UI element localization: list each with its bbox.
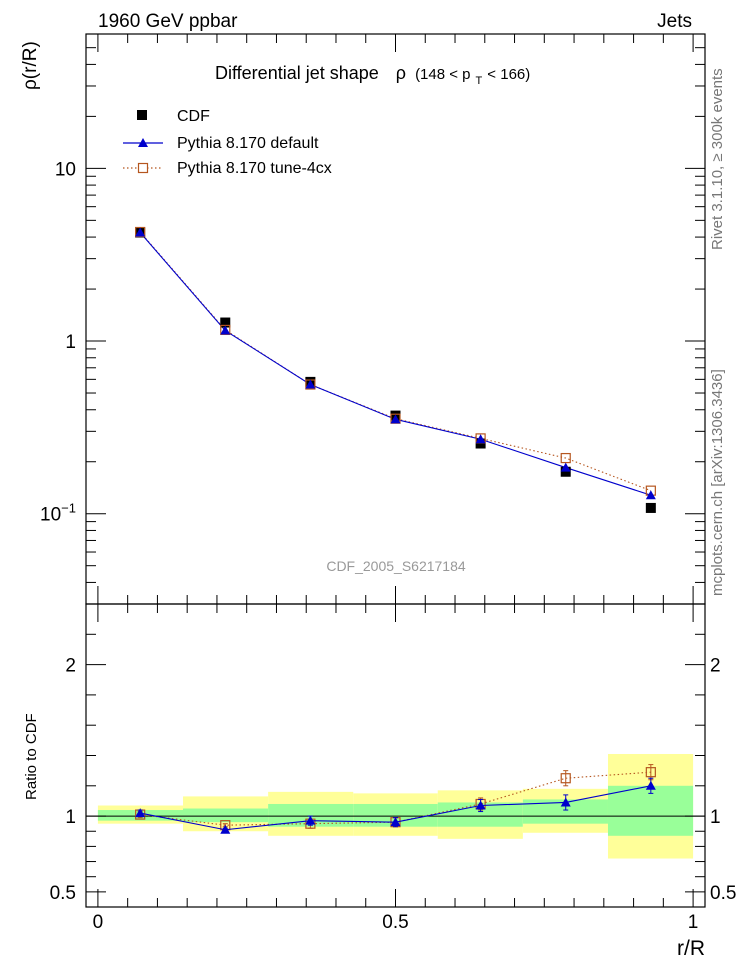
plot-title: Differential jet shape ρ (148 < p T < 16… [215, 63, 530, 88]
ratio-y-tick-label-left: 0.5 [50, 883, 76, 904]
ratio-panel: 0.5 0.5 1 1 2 2 0 0.5 1 Ratio to CDF r/R [23, 603, 736, 960]
header-energy-label: 1960 GeV ppbar [98, 11, 238, 32]
data-point-default [390, 414, 401, 424]
x-tick-label: 0 [93, 912, 104, 933]
main-y-axis-title: ρ(r/R) [20, 41, 41, 90]
data-point-default [305, 379, 316, 389]
data-point-cdf [220, 317, 231, 328]
data-point-default [645, 490, 656, 500]
x-tick-label: 1 [688, 912, 699, 933]
ratio-y-tick-label-right: 1 [710, 807, 721, 828]
ratio-point-default [135, 808, 146, 818]
data-point-default [560, 462, 571, 472]
data-point-default [220, 325, 231, 335]
rivet-version-label: Rivet 3.1.10, ≥ 300k events [709, 68, 726, 250]
ratio-y-tick-label-left: 2 [65, 656, 76, 677]
ratio-y-axis-title: Ratio to CDF [23, 713, 40, 800]
data-point-default [135, 227, 146, 237]
data-point-default [475, 434, 486, 444]
data-point-cdf [645, 502, 656, 513]
band-green [183, 808, 269, 823]
plot-title-range: (148 < p [415, 66, 470, 83]
main-panel: 10−1 1 10 ρ(r/R) Differential jet shape ρ … [20, 33, 706, 605]
legend: CDF Pythia 8.170 default Pythia 8.170 tu… [123, 108, 332, 177]
main-y-tick-label: 10−1 [40, 501, 76, 526]
plot-title-rho: ρ [396, 63, 406, 83]
band-green [607, 785, 694, 836]
ratio-point-tune [560, 773, 571, 784]
legend-marker-default [138, 138, 148, 147]
legend-label-cdf: CDF [177, 108, 210, 125]
main-y-tick-label: 10 [55, 159, 76, 180]
x-axis-title: r/R [677, 937, 705, 960]
mcplots-credit-label: mcplots.cern.ch [arXiv:1306.3436] [709, 369, 726, 596]
header-process-label: Jets [657, 11, 692, 32]
legend-marker-tune [137, 162, 149, 174]
ratio-point-default [305, 815, 316, 825]
plot-title-main: Differential jet shape [215, 63, 379, 83]
ratio-point-default [475, 800, 486, 810]
band-green [353, 803, 438, 827]
data-point-tune [560, 452, 571, 464]
data-point-cdf [560, 466, 571, 477]
ratio-point-default [390, 817, 401, 827]
analysis-label: CDF_2005_S6217184 [326, 558, 466, 574]
main-line-default [139, 232, 652, 496]
main-y-tick-label: 1 [65, 332, 76, 353]
main-line-tune [139, 231, 652, 492]
x-tick-label: 0.5 [382, 912, 408, 933]
ratio-point-tune [645, 767, 656, 778]
ratio-point-default [645, 780, 656, 790]
ratio-y-tick-label-right: 0.5 [710, 883, 736, 904]
ratio-y-tick-label-right: 2 [710, 656, 721, 677]
ratio-y-tick-label-left: 1 [65, 807, 76, 828]
ratio-point-default [560, 797, 571, 807]
legend-label-default: Pythia 8.170 default [177, 135, 319, 152]
ratio-point-default [220, 824, 231, 834]
data-point-cdf [475, 438, 486, 449]
legend-marker-cdf [137, 110, 147, 120]
plot-title-subscript: T [476, 75, 483, 87]
plot-title-range-end: < 166) [487, 66, 530, 83]
legend-label-tune: Pythia 8.170 tune-4cx [177, 160, 332, 177]
